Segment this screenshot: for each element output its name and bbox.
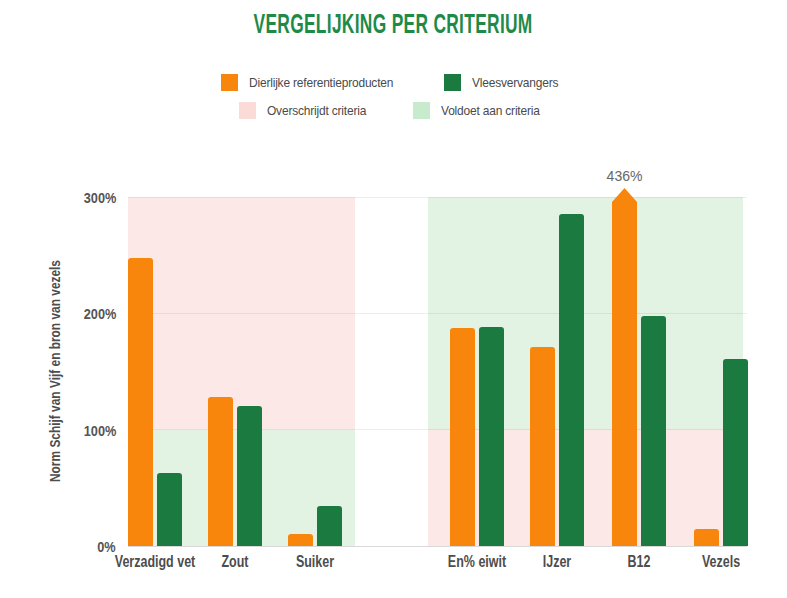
bar-vleesvervangers-zout xyxy=(237,406,262,546)
bar-vleesvervangers-suiker xyxy=(317,506,342,546)
x-axis-label: En% eiwit xyxy=(447,553,505,571)
y-tick-label: 100% xyxy=(64,421,116,438)
y-tick-text: 300% xyxy=(83,189,116,206)
bar-vleesvervangers-en-eiwit xyxy=(479,327,504,546)
gridline xyxy=(128,313,747,314)
y-tick-label: 300% xyxy=(64,189,116,206)
y-tick-label: 0% xyxy=(64,538,116,555)
legend: Dierlijke referentieproducten Vleesverva… xyxy=(0,74,787,130)
legend-item-voldoet: Voldoet aan criteria xyxy=(413,102,548,119)
legend-label: Vleesvervangers xyxy=(472,75,558,90)
y-tick-text: 200% xyxy=(83,305,116,322)
bar-dierlijke-referentieproducten-en-eiwit xyxy=(450,328,475,546)
bar-vleesvervangers-b12 xyxy=(641,316,666,546)
legend-item-vleesvervangers: Vleesvervangers xyxy=(444,74,566,91)
gridline xyxy=(128,197,747,198)
legend-label: Dierlijke referentieproducten xyxy=(249,75,393,90)
y-axis-title: Norm Schijf van Vijf en bron van vezels xyxy=(47,260,63,482)
chart-title: VERGELIJKING PER CRITERIUM xyxy=(0,8,787,40)
bar-annotation: 436% xyxy=(607,168,643,184)
x-axis-line xyxy=(128,546,747,547)
legend-label: Voldoet aan criteria xyxy=(441,103,540,118)
x-axis-label: Verzadigd vet xyxy=(115,553,195,571)
legend-item-dierlijke: Dierlijke referentieproducten xyxy=(221,74,406,91)
legend-row-bands: Overschrijdt criteria Voldoet aan criter… xyxy=(0,102,787,119)
x-axis-label: Suiker xyxy=(296,553,334,571)
legend-label: Overschrijdt criteria xyxy=(267,103,366,118)
bar-vleesvervangers-vezels xyxy=(723,359,748,546)
legend-swatch-pink-icon xyxy=(239,102,256,119)
y-tick-text: 100% xyxy=(83,421,116,438)
x-axis-label: Vezels xyxy=(701,553,739,571)
x-axis-label: IJzer xyxy=(542,553,570,571)
bar-dierlijke-referentieproducten-b12 xyxy=(612,188,637,546)
y-tick-text: 0% xyxy=(98,538,116,555)
bar-dierlijke-referentieproducten-ijzer xyxy=(530,347,555,546)
bar-dierlijke-referentieproducten-suiker xyxy=(288,534,313,546)
x-axis-label: Zout xyxy=(221,553,248,571)
y-tick-label: 200% xyxy=(64,305,116,322)
legend-row-series: Dierlijke referentieproducten Vleesverva… xyxy=(0,74,787,91)
legend-item-overschrijdt: Overschrijdt criteria xyxy=(239,102,375,119)
x-axis-label: B12 xyxy=(628,553,651,571)
legend-swatch-green-icon xyxy=(444,74,461,91)
legend-swatch-lightgreen-icon xyxy=(413,102,430,119)
bar-dierlijke-referentieproducten-verzadigd-vet xyxy=(128,258,153,547)
legend-swatch-orange-icon xyxy=(221,74,238,91)
bar-vleesvervangers-verzadigd-vet xyxy=(157,473,182,546)
bar-vleesvervangers-ijzer xyxy=(559,214,584,546)
bar-dierlijke-referentieproducten-zout xyxy=(208,397,233,546)
bar-dierlijke-referentieproducten-vezels xyxy=(694,529,719,546)
plot-area: 0%100%200%300%Verzadigd vetZoutSuikerEn%… xyxy=(128,197,747,546)
chart-canvas: VERGELIJKING PER CRITERIUM Dierlijke ref… xyxy=(0,0,787,598)
